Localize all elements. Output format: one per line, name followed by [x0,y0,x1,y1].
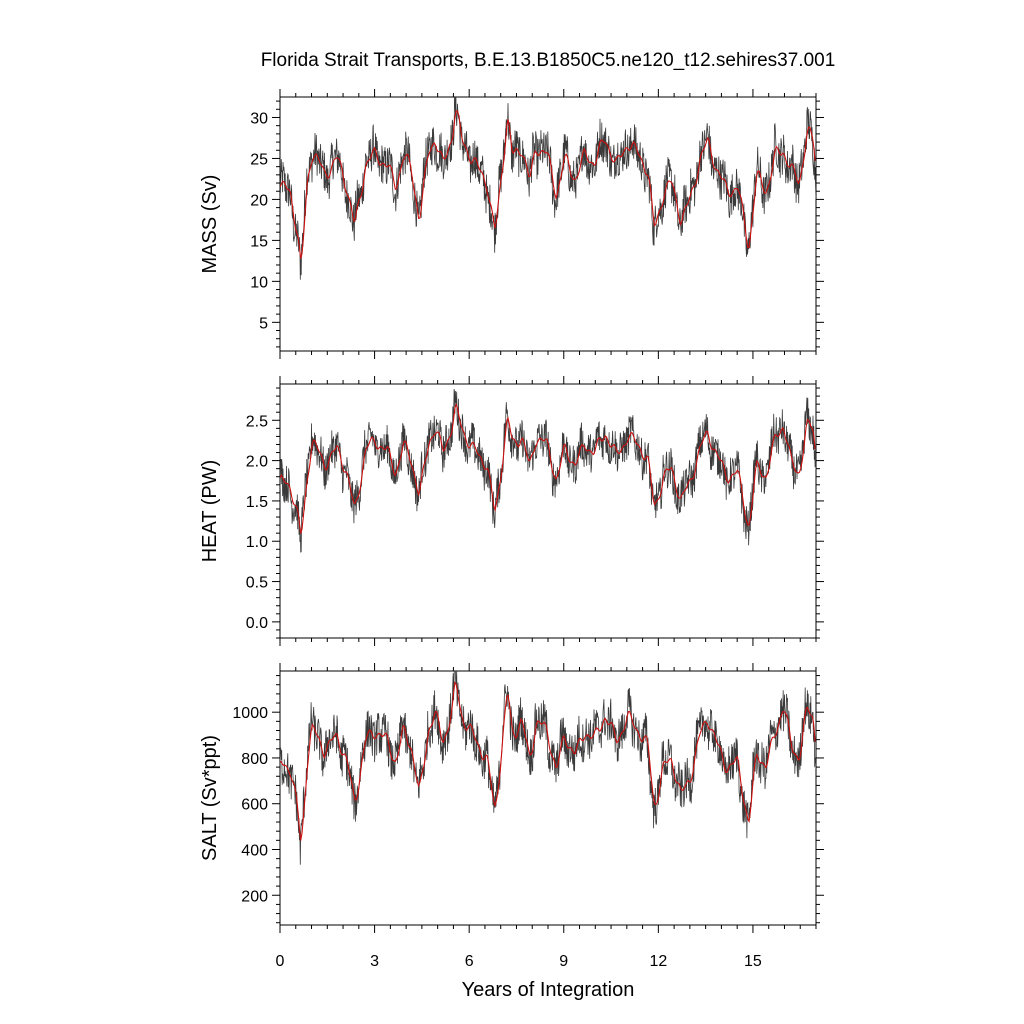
mass-y-tick-label: 10 [250,274,268,291]
x-tick-label: 0 [276,953,285,970]
x-tick-label: 12 [649,953,667,970]
heat-y-axis-label: HEAT (PW) [199,460,221,563]
salt-y-tick-label: 200 [241,888,268,905]
salt-smoothed-series-line [280,681,816,841]
heat-y-tick-label: 0.0 [246,615,268,632]
x-tick-label: 9 [559,953,568,970]
x-axis-label: Years of Integration [462,979,635,1001]
x-axis: 0 3 6 9 12 15 [276,953,762,970]
salt-panel: 200 400 600 800 1000 SALT (Sv*ppt) [199,663,824,933]
mass-y-tick-label: 30 [250,110,268,127]
salt-y-tick-label: 400 [241,842,268,859]
salt-y-tick-label: 1000 [232,705,268,722]
heat-y-tick-label: 1.5 [246,494,268,511]
heat-monthly-series-line [280,389,816,553]
mass-y-tick-label: 25 [250,151,268,168]
salt-y-axis-label: SALT (Sv*ppt) [199,735,221,861]
heat-y-tick-label: 0.5 [246,575,268,592]
mass-y-tick-label: 20 [250,192,268,209]
x-tick-label: 15 [744,953,762,970]
heat-panel: 0.0 0.5 1.0 1.5 2.0 2.5 HEAT (PW) [199,376,824,646]
chart-title: Florida Strait Transports, B.E.13.B1850C… [261,50,836,71]
heat-y-tick-label: 2.0 [246,454,268,471]
mass-smoothed-series-line [280,110,816,259]
mass-monthly-series-line [280,97,816,280]
heat-y-tick-label: 2.5 [246,413,268,430]
salt-y-tick-label: 600 [241,797,268,814]
mass-y-tick-label: 15 [250,233,268,250]
heat-y-tick-label: 1.0 [246,534,268,551]
mass-panel: 5 10 15 20 25 30 MASS (Sv) [199,89,824,359]
mass-y-axis-label: MASS (Sv) [199,175,221,274]
x-tick-label: 6 [465,953,474,970]
salt-y-tick-label: 800 [241,751,268,768]
heat-smoothed-series-line [280,403,816,534]
x-tick-label: 3 [370,953,379,970]
mass-y-tick-label: 5 [259,315,268,332]
